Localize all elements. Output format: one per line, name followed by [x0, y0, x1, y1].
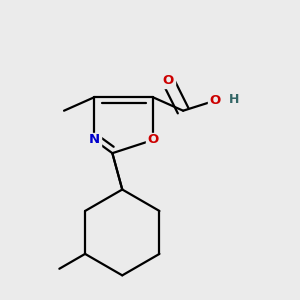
- Text: O: O: [163, 74, 174, 88]
- Bar: [146, 134, 160, 147]
- Text: H: H: [229, 93, 239, 106]
- Bar: [161, 74, 175, 88]
- Text: O: O: [209, 94, 220, 107]
- Bar: [208, 94, 221, 107]
- Text: O: O: [147, 134, 159, 146]
- Text: N: N: [88, 134, 100, 146]
- Bar: [88, 134, 101, 147]
